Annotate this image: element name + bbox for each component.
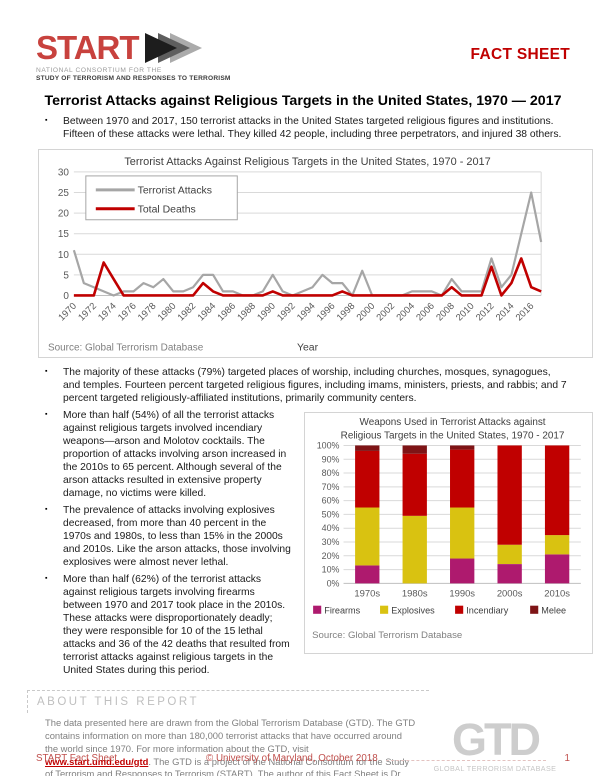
svg-text:1992: 1992 xyxy=(275,301,298,324)
svg-text:2012: 2012 xyxy=(474,301,497,324)
svg-text:15: 15 xyxy=(58,229,70,240)
bullet-overview: Between 1970 and 2017, 150 terrorist att… xyxy=(36,116,570,142)
svg-text:Year: Year xyxy=(297,342,319,353)
svg-text:2004: 2004 xyxy=(394,301,417,324)
header: START NATIONAL CONSORTIUM FOR THE STUDY … xyxy=(36,28,570,83)
svg-text:5: 5 xyxy=(63,270,69,281)
page-footer: START Fact Sheet © University of Marylan… xyxy=(36,753,570,764)
svg-text:1984: 1984 xyxy=(196,301,219,324)
about-heading: ABOUT THIS REPORT xyxy=(27,690,429,714)
svg-text:Terrorist Attacks: Terrorist Attacks xyxy=(138,186,212,197)
bullet-targets: The majority of these attacks (79%) targ… xyxy=(36,367,570,406)
bullet-explosives: The prevalence of attacks involving expl… xyxy=(36,505,570,570)
svg-text:0: 0 xyxy=(63,291,69,302)
footer-page-number: 1 xyxy=(564,753,570,764)
footer-copyright: © University of Maryland, October 2018 xyxy=(206,753,378,764)
svg-text:10: 10 xyxy=(58,250,70,261)
svg-text:2016: 2016 xyxy=(514,301,537,324)
footer-doc-name: START Fact Sheet xyxy=(36,753,118,764)
svg-text:Source: Global Terrorism Datab: Source: Global Terrorism Database xyxy=(48,342,204,353)
footer-divider xyxy=(385,759,546,761)
svg-text:1980: 1980 xyxy=(156,301,179,324)
svg-text:2014: 2014 xyxy=(494,301,517,324)
svg-text:1996: 1996 xyxy=(315,301,338,324)
gtd-logo-wordmark: GTD xyxy=(452,714,541,766)
start-logo-tagline-2: STUDY OF TERRORISM AND RESPONSES TO TERR… xyxy=(36,75,231,82)
bullet-firearms: More than half (62%) of the terrorist at… xyxy=(36,574,570,678)
svg-text:Total Deaths: Total Deaths xyxy=(138,205,196,216)
svg-text:1978: 1978 xyxy=(136,301,159,324)
svg-text:30: 30 xyxy=(58,167,70,178)
svg-text:2002: 2002 xyxy=(374,301,397,324)
about-body: The data presented here are drawn from t… xyxy=(36,715,420,776)
svg-text:1990: 1990 xyxy=(255,301,278,324)
about-text-2: . The GTD is a project of the National C… xyxy=(45,755,410,776)
start-logo-arrows-icon xyxy=(144,33,202,63)
svg-text:2006: 2006 xyxy=(414,301,437,324)
svg-text:1970: 1970 xyxy=(56,301,79,324)
line-chart-box: Terrorist Attacks Against Religious Targ… xyxy=(38,148,593,359)
svg-text:1986: 1986 xyxy=(215,301,238,324)
svg-text:1988: 1988 xyxy=(235,301,258,324)
svg-text:1974: 1974 xyxy=(96,301,119,324)
svg-text:2010: 2010 xyxy=(454,301,477,324)
line-chart: Terrorist Attacks Against Religious Targ… xyxy=(48,156,543,353)
about-section: ABOUT THIS REPORT The data presented her… xyxy=(27,690,570,776)
svg-text:1976: 1976 xyxy=(116,301,139,324)
gtd-logo: GTD GLOBAL TERRORISM DATABASE xyxy=(420,715,570,776)
start-logo-tagline-1: NATIONAL CONSORTIUM FOR THE xyxy=(36,67,162,74)
gtd-logo-subtext: GLOBAL TERRORISM DATABASE xyxy=(433,764,557,774)
start-logo-wordmark: START xyxy=(36,28,140,66)
gtd-link[interactable]: www.start.umd.edu/gtd xyxy=(45,755,149,767)
start-logo: START NATIONAL CONSORTIUM FOR THE STUDY … xyxy=(36,28,231,83)
fact-sheet-label: FACT SHEET xyxy=(470,46,570,63)
about-text-1: The data presented here are drawn from t… xyxy=(45,717,416,754)
svg-text:1982: 1982 xyxy=(176,301,199,324)
page-title: Terrorist Attacks against Religious Targ… xyxy=(44,93,562,109)
svg-text:2000: 2000 xyxy=(355,301,378,324)
svg-text:20: 20 xyxy=(58,209,70,220)
svg-text:2008: 2008 xyxy=(434,301,457,324)
svg-text:1972: 1972 xyxy=(76,301,99,324)
svg-text:1998: 1998 xyxy=(335,301,358,324)
svg-text:25: 25 xyxy=(58,188,70,199)
svg-text:1994: 1994 xyxy=(295,301,318,324)
bullet-incendiary: More than half (54%) of all the terroris… xyxy=(36,410,570,501)
svg-text:Terrorist Attacks Against Reli: Terrorist Attacks Against Religious Targ… xyxy=(124,156,490,168)
